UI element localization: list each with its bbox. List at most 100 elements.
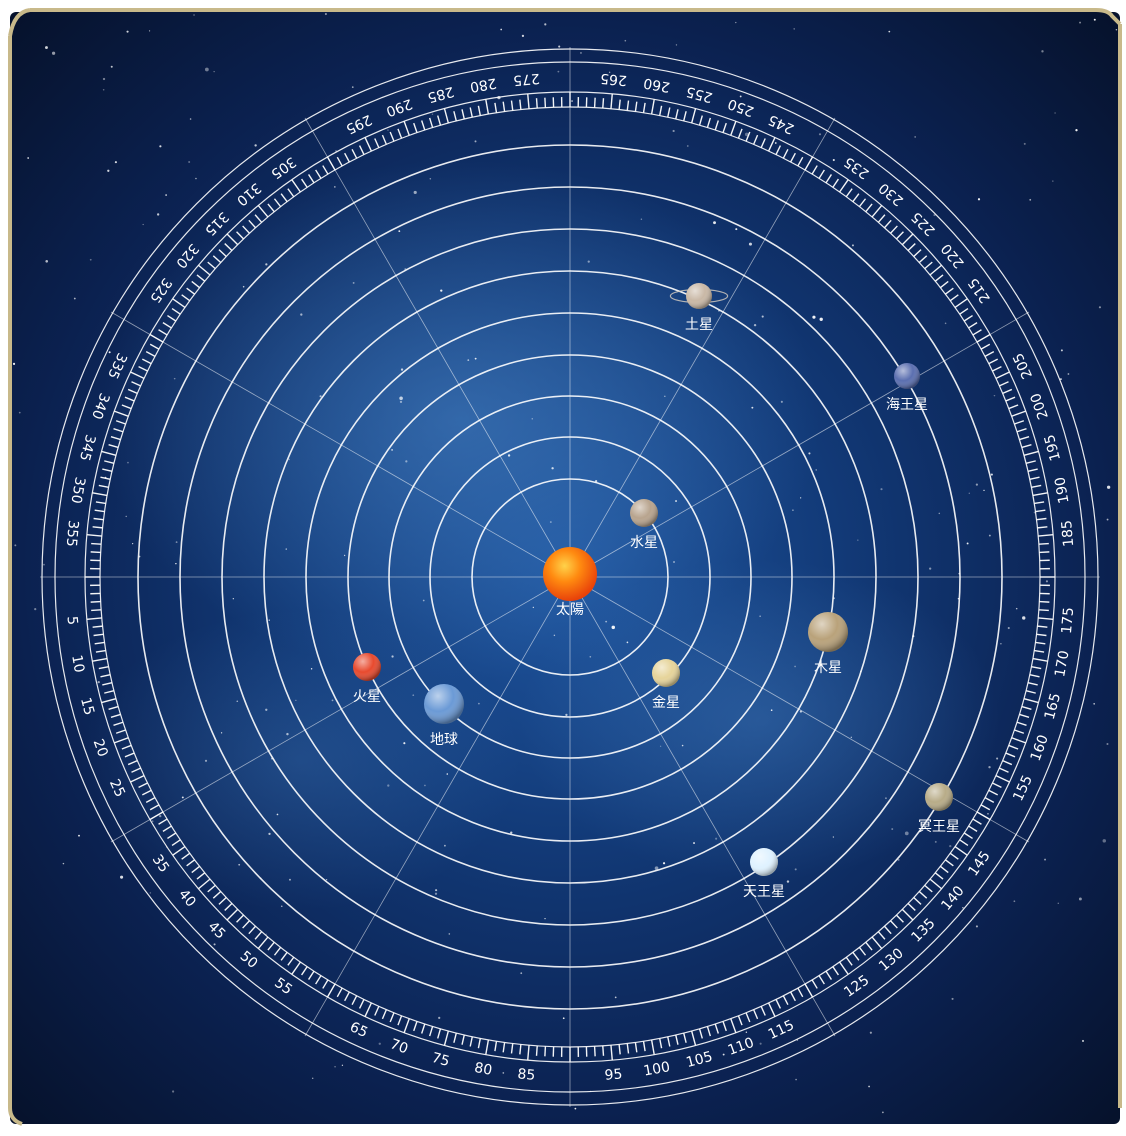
degree-label: 80: [473, 1060, 493, 1079]
sun-label: 太陽: [556, 602, 584, 618]
star: [751, 407, 753, 409]
star: [976, 925, 978, 927]
star: [740, 95, 742, 97]
star: [277, 814, 279, 816]
star: [424, 785, 426, 787]
star: [165, 194, 167, 196]
star: [1103, 839, 1106, 842]
star: [78, 835, 80, 837]
scale-tick: [1039, 552, 1049, 553]
star: [213, 71, 214, 72]
planet-label: 水星: [630, 535, 658, 551]
planet-label: 土星: [685, 317, 713, 333]
degree-label: 275: [512, 70, 540, 88]
star: [334, 186, 336, 188]
star: [795, 1079, 797, 1081]
star: [749, 243, 752, 246]
star: [438, 1017, 440, 1019]
star: [475, 358, 477, 360]
star: [882, 1111, 884, 1113]
star: [159, 815, 161, 817]
star: [63, 863, 64, 864]
star: [1106, 743, 1108, 745]
star: [332, 699, 334, 701]
star: [819, 133, 821, 135]
star: [143, 224, 144, 225]
sun-icon: [543, 547, 597, 601]
star: [851, 737, 852, 738]
star: [1041, 50, 1043, 52]
degree-label: 355: [63, 519, 81, 547]
star: [673, 130, 675, 132]
star: [939, 513, 941, 515]
star: [1075, 129, 1077, 131]
star: [951, 998, 953, 1000]
star: [13, 363, 15, 365]
star: [205, 760, 207, 762]
star: [833, 836, 834, 837]
star: [857, 539, 858, 540]
star: [269, 619, 270, 620]
star: [1024, 143, 1026, 145]
star: [103, 78, 105, 80]
star: [820, 318, 823, 321]
star: [588, 261, 590, 263]
star: [627, 642, 629, 644]
star: [1093, 703, 1094, 704]
planet-shading: [686, 283, 712, 309]
star: [27, 157, 29, 159]
star: [792, 509, 794, 511]
star: [551, 467, 553, 469]
star: [387, 784, 389, 786]
planet-shading: [925, 783, 953, 811]
star: [430, 178, 432, 180]
star: [794, 666, 796, 668]
star: [1068, 373, 1070, 375]
star: [444, 845, 446, 847]
scale-tick: [91, 602, 101, 603]
degree-label: 185: [1059, 519, 1077, 547]
star: [989, 535, 991, 537]
scale-tick: [1039, 610, 1049, 611]
scale-tick: [545, 1046, 546, 1056]
planet-label: 海王星: [886, 397, 928, 413]
star: [787, 880, 789, 882]
star: [432, 113, 433, 114]
planet-shading: [424, 684, 464, 724]
star: [1016, 608, 1018, 610]
star: [771, 709, 773, 711]
star: [449, 933, 451, 935]
star: [795, 868, 797, 870]
star: [1044, 859, 1046, 861]
star: [387, 129, 388, 130]
star: [962, 907, 963, 908]
star: [403, 742, 405, 744]
star: [334, 1066, 335, 1067]
star: [391, 655, 393, 657]
planet-label: 木星: [814, 660, 842, 676]
star: [405, 460, 407, 462]
star: [800, 497, 801, 498]
star: [991, 474, 993, 476]
star: [265, 263, 267, 265]
star: [157, 213, 159, 215]
star: [1054, 112, 1055, 113]
star: [812, 316, 815, 319]
star: [175, 563, 176, 564]
star: [868, 1086, 870, 1088]
star: [19, 412, 21, 414]
star: [353, 282, 355, 284]
star: [641, 219, 642, 220]
star: [914, 136, 915, 137]
star: [563, 1017, 565, 1019]
star: [90, 259, 92, 261]
star: [440, 289, 442, 291]
star: [502, 1072, 504, 1074]
planet-shading: [750, 848, 778, 876]
star: [127, 462, 129, 464]
star: [967, 543, 969, 545]
star: [1013, 900, 1015, 902]
star: [74, 298, 76, 300]
star: [589, 656, 591, 658]
star: [295, 700, 296, 701]
